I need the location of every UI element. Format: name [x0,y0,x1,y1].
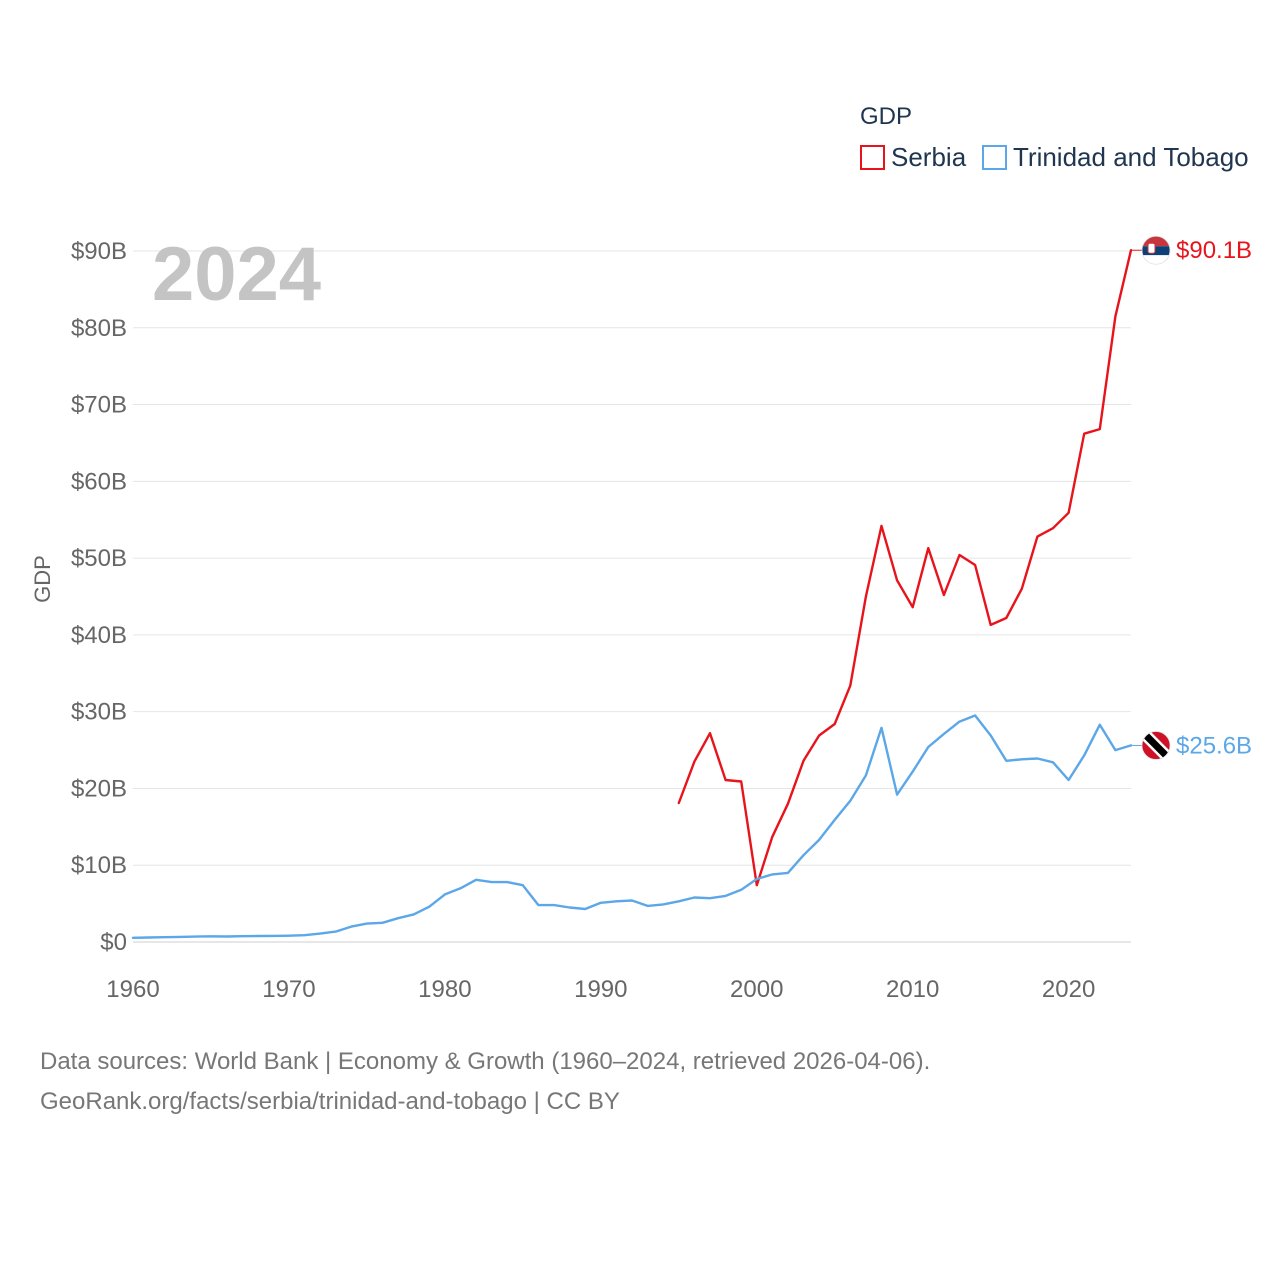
series-end-markers: $90.1B $25.6B [1131,235,1252,760]
legend-swatch-serbia [860,145,885,170]
y-tick-label: $20B [71,775,127,802]
x-axis: 1960 1970 1980 1990 2000 2010 2020 [106,976,1095,1003]
year-label: 2024 [152,232,321,317]
y-tick-label: $70B [71,392,127,419]
series-lines [131,248,1133,939]
legend-label-serbia: Serbia [891,142,967,172]
x-tick-label: 2020 [1042,976,1095,1003]
y-tick-label: $0 [100,929,127,956]
footer: Data sources: World Bank | Economy & Gro… [40,1042,930,1122]
serbia-flag-icon [1141,235,1171,265]
series-line-trinidad-and-tobago [131,714,1133,939]
x-tick-label: 1970 [262,976,315,1003]
y-tick-label: $30B [71,699,127,726]
y-tick-label: $60B [71,468,127,495]
legend-title: GDP [860,103,912,130]
gdp-line-chart: $0 $10B $20B $30B $40B $50B $60B $70B $80B $90B 1… [30,103,1252,1003]
end-value-label-serbia: $90.1B [1176,237,1252,264]
y-tick-label: $50B [71,545,127,572]
y-tick-label: $90B [71,238,127,265]
legend: GDP Serbia Trinidad and Tobago [860,103,1249,172]
y-axis-title: GDP [30,555,55,603]
series-line-serbia [677,248,1133,887]
legend-item-trinidad-and-tobago[interactable]: Trinidad and Tobago [982,142,1249,172]
x-tick-label: 1990 [574,976,627,1003]
gridlines [133,250,1131,943]
y-tick-label: $10B [71,852,127,879]
x-tick-label: 1980 [418,976,471,1003]
x-tick-label: 1960 [106,976,159,1003]
legend-swatch-trinidad-and-tobago [982,145,1007,170]
legend-item-serbia[interactable]: Serbia [860,142,967,172]
y-axis: $0 $10B $20B $30B $40B $50B $60B $70B $80B $90B [71,238,127,956]
footer-sources: Data sources: World Bank | Economy & Gro… [40,1048,931,1075]
trinidad-and-tobago-flag-icon [1141,731,1171,760]
end-value-label-trinidad-and-tobago: $25.6B [1176,732,1252,759]
legend-label-trinidad-and-tobago: Trinidad and Tobago [1013,142,1249,172]
y-tick-label: $40B [71,622,127,649]
x-tick-label: 2000 [730,976,783,1003]
x-tick-label: 2010 [886,976,939,1003]
footer-link[interactable]: GeoRank.org/facts/serbia/trinidad-and-to… [40,1088,620,1115]
y-tick-label: $80B [71,315,127,342]
